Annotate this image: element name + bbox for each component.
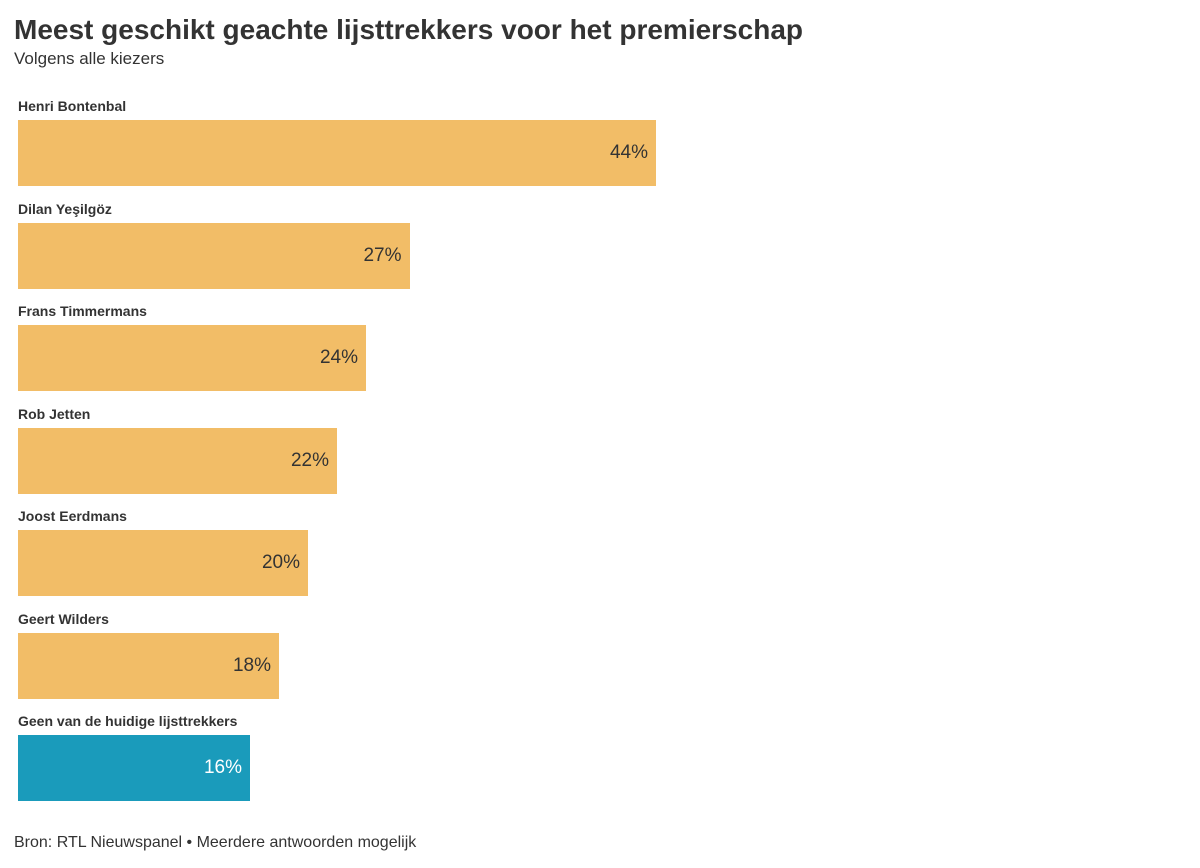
category-label: Rob Jetten (18, 405, 91, 422)
value-label: 20% (261, 552, 300, 573)
bar: 22% (18, 427, 337, 494)
bar-chart: Henri Bontenbal 44% Dilan Yeşilgöz 27% Frans… (18, 98, 1178, 808)
value-label: 22% (290, 449, 329, 471)
bar-row: Frans Timmermans 24% (18, 303, 1178, 393)
category-label: Frans Timmermans (18, 303, 147, 319)
category-label: Geen van de huidige lijsttrekkers (18, 713, 238, 729)
bar: 24% (18, 325, 366, 391)
value-label: 18% (232, 654, 271, 676)
category-label: Joost Eerdmans (18, 508, 127, 524)
category-label: Geert Wilders (18, 610, 109, 627)
bar-row: Joost Eerdmans 20% (18, 508, 1178, 598)
category-label: Henri Bontenbal (18, 98, 127, 114)
bar: 20% (18, 530, 308, 596)
bar-row: Henri Bontenbal 44% (18, 98, 1178, 188)
source-note: Bron: RTL Nieuwspanel • Meerdere antwoor… (14, 834, 417, 851)
bar-row: Geert Wilders 18% (18, 611, 1178, 701)
chart-subtitle: Volgens alle kiezers (14, 49, 165, 68)
bar-row: Geen van de huidige lijsttrekkers 16% (18, 713, 1178, 803)
bar: 16% (18, 735, 250, 801)
bar: 27% (18, 222, 410, 289)
bar-row: Dilan Yeşilgöz 27% (18, 201, 1178, 291)
value-label: 24% (319, 347, 358, 368)
bar-row: Rob Jetten 22% (18, 406, 1178, 496)
value-label: 44% (609, 142, 648, 163)
bar: 44% (18, 120, 656, 186)
value-label: 16% (203, 757, 242, 778)
value-label: 27% (363, 244, 402, 266)
category-label: Dilan Yeşilgöz (18, 200, 112, 217)
bar: 18% (18, 632, 279, 699)
chart-title: Meest geschikt geachte lijsttrekkers voo… (14, 14, 803, 45)
